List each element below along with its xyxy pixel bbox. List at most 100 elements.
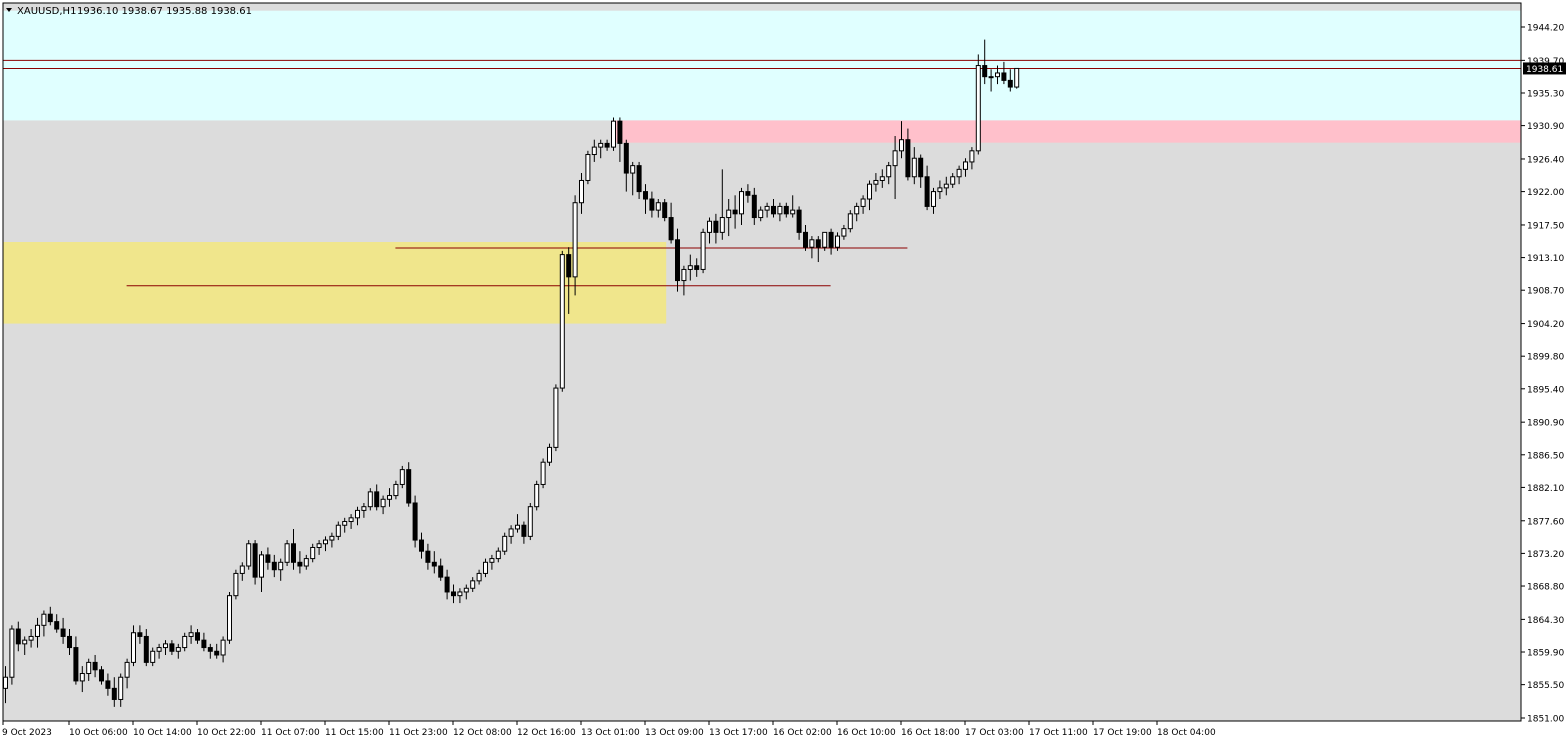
symbol-label: XAUUSD,H1 <box>17 6 76 17</box>
price-tick-label: 1859.90 <box>1527 649 1564 659</box>
bear-candle-body <box>201 639 207 649</box>
bull-candle-body <box>323 539 328 545</box>
bear-candle-body <box>751 194 757 219</box>
bull-candle-body <box>681 268 687 282</box>
time-tick-label: 18 Oct 04:00 <box>1157 728 1216 738</box>
bear-candle-body <box>214 650 220 656</box>
candle <box>367 488 373 511</box>
candle <box>713 213 719 244</box>
candle <box>655 199 661 218</box>
bull-candle-body <box>463 587 469 593</box>
candle <box>361 502 367 518</box>
price-tick-label: 1944.20 <box>1527 24 1564 34</box>
price-axis[interactable]: 1944.20 1939.70 1935.30 1930.90 1926.40 1922.… <box>1521 24 1566 725</box>
bull-candle-body <box>764 205 770 211</box>
bear-candle-body <box>374 491 380 508</box>
candle <box>137 625 143 644</box>
candle <box>905 128 911 181</box>
premium-zone <box>3 10 1521 121</box>
supply-zone <box>611 120 1521 143</box>
candle <box>41 610 47 637</box>
candle <box>931 187 936 214</box>
bull-candle-body <box>470 580 476 589</box>
bear-candle-body <box>783 205 789 215</box>
candle <box>412 495 418 548</box>
bull-candle-body <box>3 676 8 689</box>
time-tick-label: 16 Oct 10:00 <box>837 728 896 738</box>
bull-candle-body <box>227 595 232 641</box>
dropdown-triangle-icon[interactable] <box>6 8 12 12</box>
candle <box>99 666 104 685</box>
bear-candle-body <box>99 669 104 682</box>
bull-candle-body <box>886 165 892 178</box>
candle <box>47 606 53 626</box>
candle <box>73 636 79 685</box>
bull-candle-body <box>9 628 15 678</box>
bull-candle-body <box>585 154 591 181</box>
candle <box>969 147 975 170</box>
candle <box>822 231 828 251</box>
price-tick-label: 1851.00 <box>1527 715 1564 725</box>
bull-candle-body <box>79 673 85 682</box>
time-tick-label: 13 Oct 17:00 <box>709 728 768 738</box>
time-tick-label: 9 Oct 2023 <box>2 728 52 738</box>
candle <box>611 117 616 151</box>
bull-candle-body <box>777 205 783 215</box>
candle <box>745 184 751 203</box>
candle <box>387 488 392 507</box>
bear-candle-body <box>47 613 53 623</box>
candle <box>457 588 463 604</box>
time-tick-label: 17 Oct 19:00 <box>1093 728 1152 738</box>
bull-candle-body <box>22 639 28 645</box>
candle <box>719 169 725 240</box>
candle <box>572 195 578 296</box>
bull-candle-body <box>879 176 885 181</box>
bear-candle-body <box>521 524 527 537</box>
candle <box>739 187 744 225</box>
candle <box>463 584 469 600</box>
bull-candle-body <box>937 187 943 193</box>
candle <box>1007 69 1013 92</box>
candle <box>835 232 840 251</box>
bull-candle-body <box>854 205 860 215</box>
bull-candle-body <box>995 72 1000 78</box>
bull-candle-body <box>540 461 546 485</box>
time-axis[interactable]: 9 Oct 2023 10 Oct 06:00 10 Oct 14:00 10 Oct… <box>2 721 1216 738</box>
candle <box>559 250 565 392</box>
candle <box>924 165 930 211</box>
candle <box>995 65 1000 85</box>
bear-candle-body <box>745 191 751 196</box>
candle <box>867 180 872 211</box>
candle <box>393 480 399 500</box>
candle <box>182 632 188 652</box>
candle <box>431 551 437 574</box>
bear-candle-body <box>918 157 924 178</box>
bull-candle-body <box>150 650 156 663</box>
candle <box>220 636 226 663</box>
bull-candle-body <box>483 561 488 574</box>
bull-candle-body <box>508 528 514 537</box>
time-tick-label: 13 Oct 01:00 <box>581 728 640 738</box>
bull-candle-body <box>131 632 136 663</box>
bull-candle-body <box>457 591 463 597</box>
bull-candle-body <box>943 183 949 189</box>
bull-candle-body <box>790 209 796 215</box>
candle <box>809 236 815 259</box>
bear-candle-body <box>623 142 629 174</box>
candle <box>259 551 264 592</box>
candle <box>751 187 757 225</box>
candle <box>175 643 181 659</box>
candle <box>451 584 456 604</box>
bull-candle-body <box>655 202 661 211</box>
candle <box>156 643 162 659</box>
bull-candle-body <box>86 661 92 675</box>
candle <box>911 147 917 185</box>
time-tick-label: 11 Oct 07:00 <box>261 728 320 738</box>
candle <box>291 528 296 570</box>
candle <box>988 69 994 92</box>
price-tick-label: 1882.10 <box>1527 484 1564 494</box>
time-tick-label: 16 Oct 02:00 <box>773 728 832 738</box>
bull-candle-body <box>118 676 124 700</box>
candle <box>534 480 540 511</box>
